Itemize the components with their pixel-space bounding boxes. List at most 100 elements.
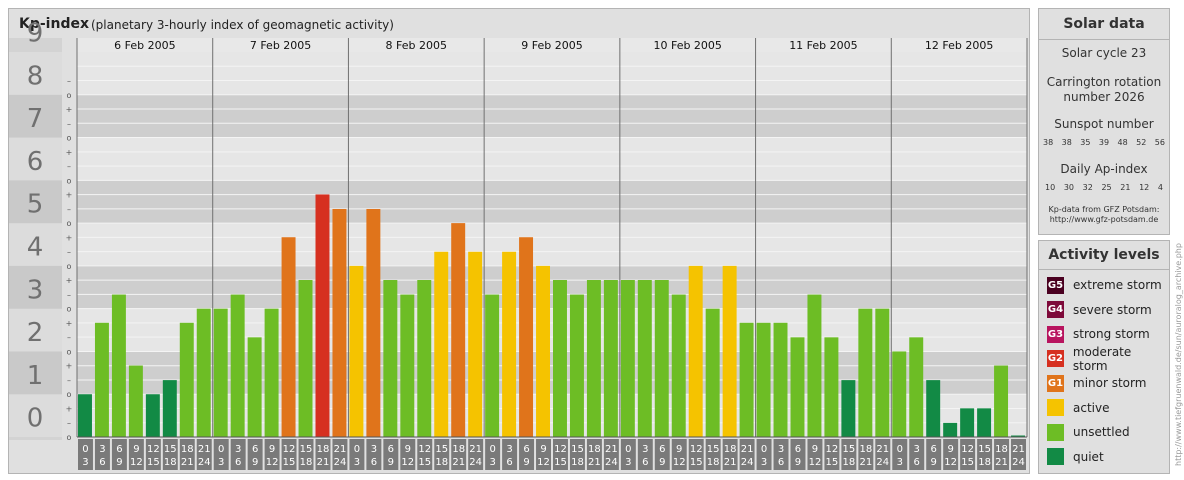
hour-end-label: 24 [198,457,211,468]
hour-start-label: 3 [235,444,241,455]
activity-levels-panel: Activity levels G5 extreme storm G4 severe … [1038,240,1170,474]
sunspot-value: 38 [1043,138,1054,147]
hour-start-label: 18 [181,444,194,455]
divider [1039,269,1169,270]
hour-cell [366,439,382,470]
hour-end-label: 15 [826,457,839,468]
hour-start-label: 15 [843,444,856,455]
kp-bar [858,308,873,437]
hour-cell [502,439,518,470]
hour-cell [94,439,110,470]
carrington-line2: number 2026 [1063,90,1145,104]
hour-cell [281,439,297,470]
y-subtick-label: – [67,162,71,171]
kp-bar [994,365,1009,437]
activity-level-swatch: G3 [1047,325,1064,343]
hour-end-label: 15 [554,457,567,468]
hour-start-label: 3 [642,444,648,455]
hour-start-label: 6 [252,444,258,455]
hour-cell [977,439,993,470]
kp-bar [128,365,143,437]
hour-start-label: 12 [147,444,160,455]
hour-start-label: 15 [300,444,313,455]
kp-bar [111,294,126,437]
hour-start-label: 6 [931,444,937,455]
activity-level-item: G1 minor storm [1047,373,1146,393]
ap-values: 10 30 32 25 21 12 4 [1045,183,1163,192]
kp-bar [756,322,771,437]
y-subtick-label: o [67,91,72,100]
activity-level-label: active [1073,400,1110,415]
kp-bar [281,237,296,437]
y-subtick-label: o [67,262,72,271]
activity-level-item: G4 severe storm [1047,300,1152,320]
activity-levels-title: Activity levels [1048,247,1160,263]
activity-level-swatch: G5 [1047,276,1064,294]
ap-title: Daily Ap-index [1060,162,1148,176]
hour-cell [739,439,755,470]
credit-line1: Kp-data from GFZ Potsdam: [1048,205,1160,214]
kp-bar [960,408,975,437]
kp-bar [926,380,941,437]
y-axis-band [9,180,62,224]
hour-cell [162,439,178,470]
hour-end-label: 6 [914,457,920,468]
hour-cell [536,439,551,470]
kp-band [77,137,1027,181]
hour-start-label: 18 [452,444,465,455]
hour-end-label: 9 [116,457,122,468]
hour-cell [654,439,670,470]
y-axis-band [9,265,62,309]
y-subtick-label: + [66,404,73,413]
hour-start-label: 18 [995,444,1008,455]
hour-cell [553,439,568,470]
hour-end-label: 18 [164,457,177,468]
hour-end-label: 24 [334,457,347,468]
y-subtick-label: – [67,419,71,428]
hour-cell [111,439,127,470]
hour-cell [892,439,908,470]
kp-bar [790,337,805,437]
hour-cell [128,439,144,470]
y-subtick-label: – [67,290,71,299]
hour-cell [773,439,789,470]
hour-cell [1011,439,1026,470]
hour-cell [688,439,704,470]
hour-start-label: 21 [198,444,211,455]
kp-bar [179,322,194,437]
hour-start-label: 6 [659,444,665,455]
hour-end-label: 18 [707,457,720,468]
kp-bar [383,280,398,437]
ap-value: 10 [1045,183,1056,192]
hour-start-label: 18 [724,444,737,455]
solar-data-panel: Solar data Solar cycle 23 Carrington rot… [1038,8,1170,235]
y-tick-label: 1 [27,361,44,391]
hour-start-label: 0 [218,444,224,455]
hour-end-label: 3 [489,457,495,468]
day-header-bg [77,38,1027,52]
hour-end-label: 6 [642,457,648,468]
activity-level-swatch [1047,399,1064,416]
hour-start-label: 0 [489,444,495,455]
hour-end-label: 12 [130,457,143,468]
kp-bar [485,294,500,437]
hour-start-label: 15 [978,444,991,455]
hour-cell [824,439,840,470]
y-tick-label: 5 [27,190,44,220]
hour-cell [875,439,891,470]
kp-bar [366,208,381,437]
hour-start-label: 12 [961,444,974,455]
hour-end-label: 21 [588,457,601,468]
activity-level-label: strong storm [1073,327,1150,341]
kp-bar [807,294,822,437]
kp-bar [553,280,567,437]
hour-start-label: 9 [676,444,682,455]
sunspot-values: 38 38 35 39 48 52 56 [1043,138,1165,147]
y-subtick-label: o [67,134,72,143]
hour-cell [722,439,738,470]
credit-link[interactable]: http://www.gfz-potsdam.de [1049,215,1159,224]
kp-bar [264,308,279,437]
hour-start-label: 9 [133,444,139,455]
solar-data-title: Solar data [1063,16,1145,32]
ap-value: 25 [1101,183,1112,192]
